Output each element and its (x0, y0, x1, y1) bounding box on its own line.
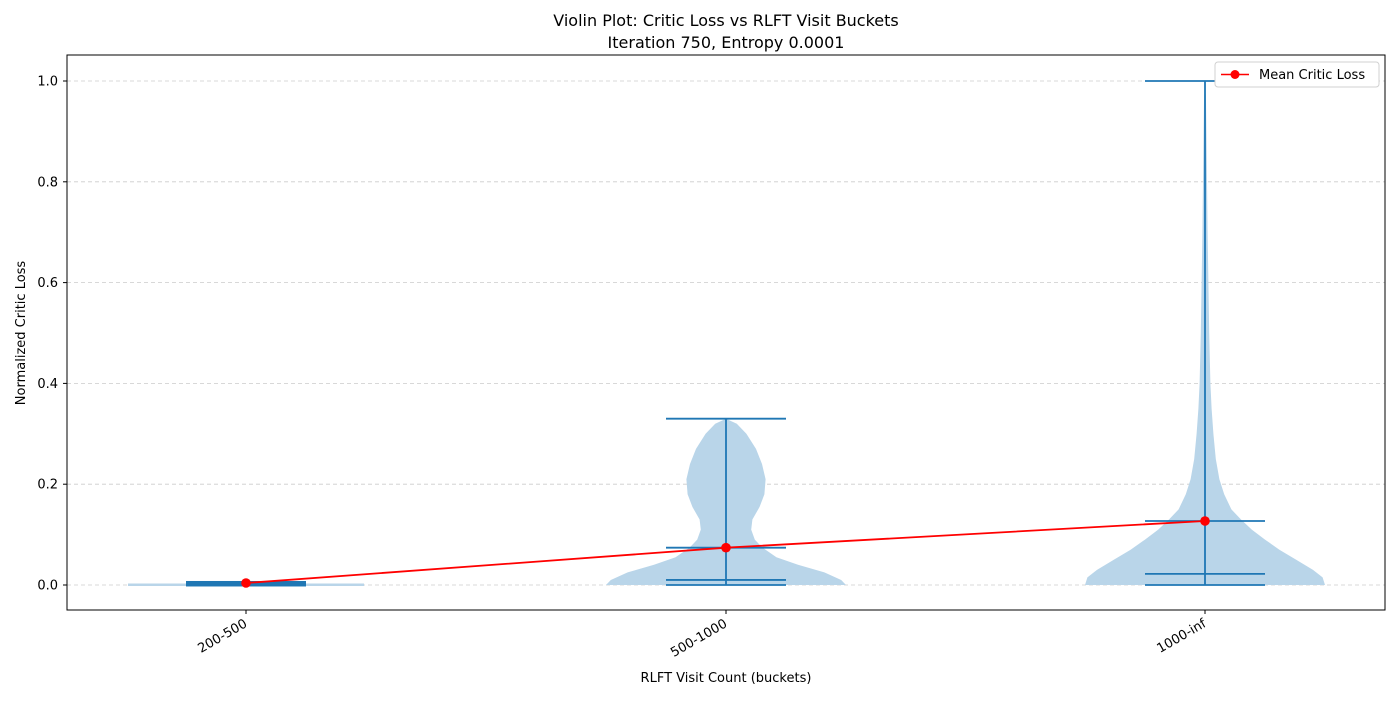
x-tick-label: 500-1000 (668, 616, 730, 660)
legend-box (1214, 61, 1380, 88)
mean-point (1200, 516, 1210, 526)
legend-marker-icon (1230, 70, 1240, 79)
y-tick-label: 0.4 (37, 377, 58, 392)
violins (128, 80, 1325, 587)
y-tick-label: 0.8 (37, 175, 58, 190)
mean-point (241, 578, 251, 588)
x-axis-label: RLFT Visit Count (buckets) (641, 671, 812, 686)
x-axis: 200-500 500-1000 1000-inf (195, 610, 1209, 661)
legend: Mean Critic Loss (1214, 61, 1380, 88)
y-tick-label: 0.2 (37, 478, 58, 493)
chart-subtitle: Iteration 750, Entropy 0.0001 (608, 33, 845, 52)
y-tick-label: 0.6 (37, 276, 58, 291)
x-tick-label: 200-500 (195, 616, 250, 656)
y-tick-label: 0.0 (37, 579, 58, 594)
y-axis: 0.0 0.2 0.4 0.6 0.8 1.0 (37, 75, 67, 594)
x-tick-label: 1000-inf (1155, 616, 1210, 656)
legend-label: Mean Critic Loss (1259, 68, 1365, 83)
mean-series (241, 516, 1210, 588)
y-axis-label: Normalized Critic Loss (14, 261, 29, 406)
mean-point (721, 542, 731, 553)
y-tick-label: 1.0 (37, 75, 58, 90)
chart-title: Violin Plot: Critic Loss vs RLFT Visit B… (553, 11, 899, 30)
